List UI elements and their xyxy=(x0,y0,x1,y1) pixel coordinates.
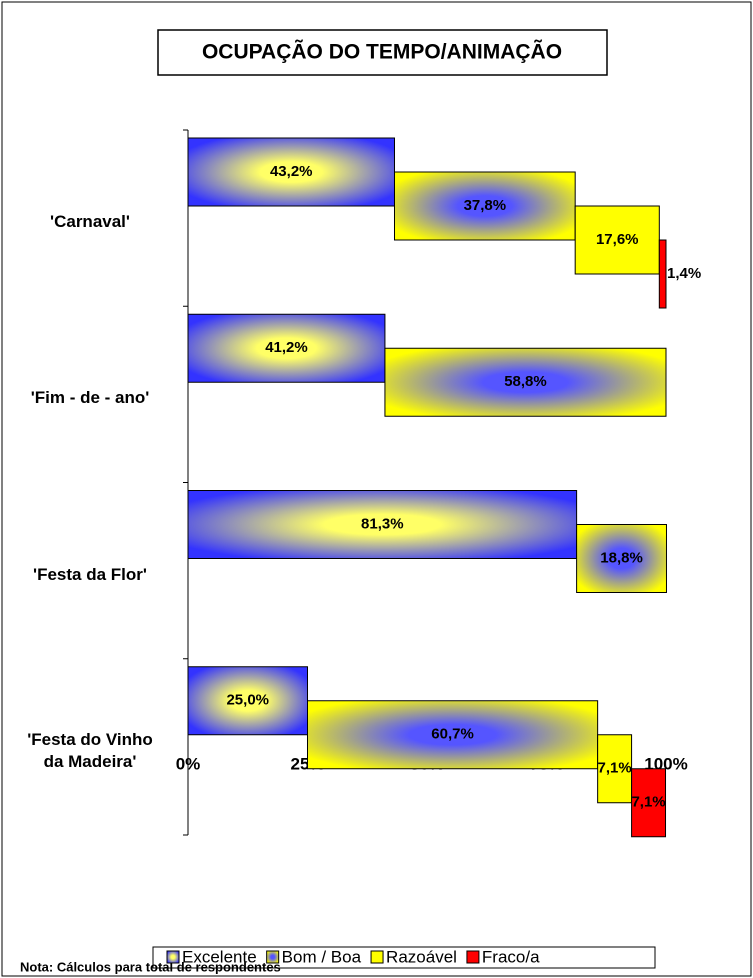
title-box xyxy=(157,29,608,76)
x-tick-label: 0% xyxy=(176,754,201,773)
legend-label: Excelente xyxy=(182,947,257,966)
value-label: 1,4% xyxy=(667,265,701,282)
bar-segment xyxy=(576,524,667,593)
legend-label: Bom / Boa xyxy=(282,947,362,966)
value-label: 7,1% xyxy=(631,794,665,811)
category-label: 'Carnaval' xyxy=(50,212,130,232)
chart-title: OCUPAÇÃO DO TEMPO/ANIMAÇÃO xyxy=(202,41,562,64)
bar-segment xyxy=(187,137,395,207)
bar-segment xyxy=(384,347,667,417)
bar-segment xyxy=(574,205,660,275)
legend-label: Fraco/a xyxy=(482,947,540,966)
bar-segment xyxy=(393,171,576,241)
note: Nota: Cálculos para total de respondente… xyxy=(20,959,281,974)
value-label: 60,7% xyxy=(431,726,474,743)
value-label: 7,1% xyxy=(598,760,632,777)
value-label: 37,8% xyxy=(464,197,507,214)
bar-segment xyxy=(187,490,578,559)
category-label: 'Fim - de - ano' xyxy=(30,388,150,408)
category-label: 'Festa da Flor' xyxy=(33,564,147,584)
bar-segment xyxy=(658,239,667,309)
legend-swatch xyxy=(266,950,280,964)
value-label: 41,2% xyxy=(265,339,308,356)
bar-segment xyxy=(597,734,633,804)
legend-swatch xyxy=(166,950,180,964)
bar-segment xyxy=(631,768,667,838)
value-label: 18,8% xyxy=(600,549,643,566)
value-label: 43,2% xyxy=(270,163,313,180)
bar-segment xyxy=(307,700,599,770)
value-label: 58,8% xyxy=(504,373,547,390)
value-label: 25,0% xyxy=(226,692,269,709)
legend-label: Razoável xyxy=(386,947,457,966)
value-label: 17,6% xyxy=(596,231,639,248)
legend-swatch xyxy=(370,950,384,964)
bar-segment xyxy=(187,313,386,383)
value-label: 81,3% xyxy=(361,515,404,532)
bar-segment xyxy=(187,666,308,736)
legend-swatch xyxy=(466,950,480,964)
category-label: 'Festa do Vinho da Madeira' xyxy=(27,729,153,771)
